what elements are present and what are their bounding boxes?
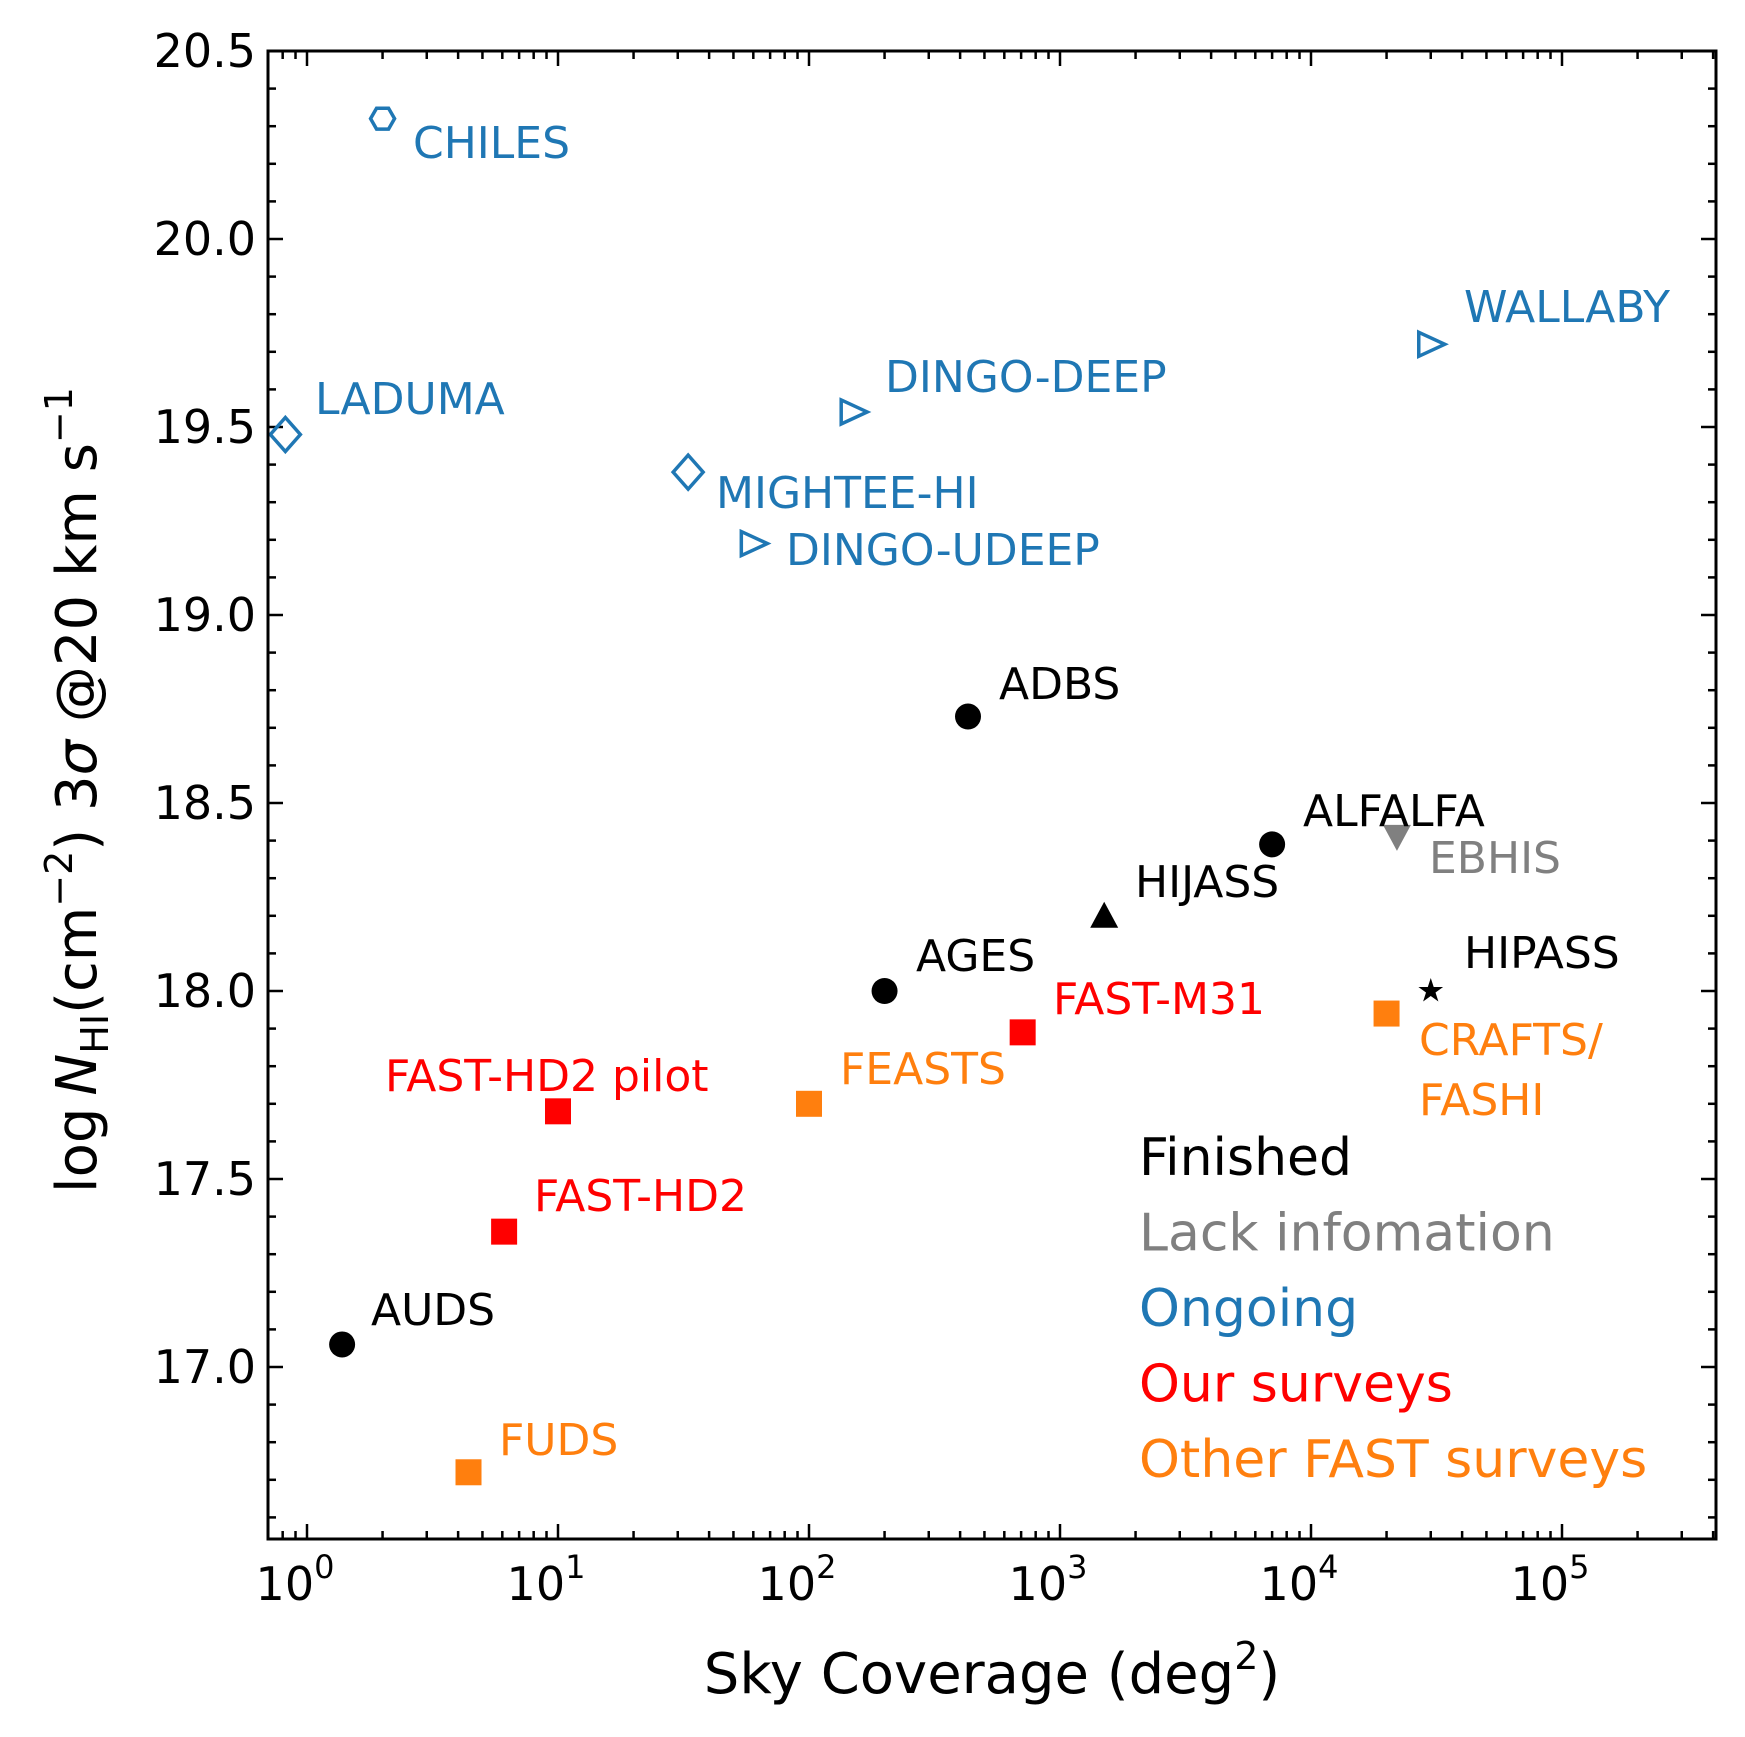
- label-ebhis: EBHIS: [1429, 833, 1561, 884]
- x-tick-base: 10: [256, 1557, 315, 1611]
- x-tick-label: 103: [1009, 1548, 1088, 1611]
- x-tick-base: 10: [1009, 1557, 1068, 1611]
- x-tick-label: 105: [1511, 1548, 1590, 1611]
- x-tick-exp: 5: [1569, 1548, 1589, 1586]
- x-tick-label: 104: [1260, 1548, 1339, 1611]
- y-label-rest: @20 km s: [45, 443, 110, 740]
- label-feasts: FEASTS: [840, 1044, 1006, 1095]
- legend: Finished Lack infomation Ongoing Our survey…: [1139, 1128, 1647, 1490]
- y-label-sub: HI: [73, 1014, 117, 1054]
- marker-feasts: [796, 1090, 822, 1117]
- x-tick-label: 100: [256, 1548, 335, 1611]
- marker-fast-hd2-pilot: [545, 1098, 571, 1125]
- x-tick-base: 10: [758, 1557, 817, 1611]
- y-label-rest-sup: −1: [37, 387, 81, 443]
- marker-fast-hd2: [491, 1218, 518, 1245]
- label-laduma: LADUMA: [315, 374, 505, 425]
- marker-auds: [329, 1331, 356, 1358]
- x-tick-base: 10: [1511, 1557, 1570, 1611]
- y-tick-label: 18.5: [154, 776, 256, 830]
- label-dingo-deep: DINGO-DEEP: [885, 352, 1167, 403]
- label-fast-m31: FAST-M31: [1053, 974, 1265, 1025]
- y-tick-label: 19.0: [154, 588, 256, 642]
- marker-dingo-udeep: [739, 528, 772, 559]
- label-alfalfa: ALFALFA: [1303, 786, 1485, 837]
- y-tick-label: 18.0: [154, 964, 256, 1018]
- marker-fast-m31: [1009, 1019, 1036, 1046]
- y-tick-label: 20.5: [154, 24, 256, 78]
- marker-wallaby: [1417, 329, 1449, 360]
- x-tick-exp: 2: [816, 1548, 836, 1586]
- y-label-unit-end: ) 3: [45, 775, 110, 850]
- y-label-log: log: [45, 1108, 110, 1193]
- y-axis-label: log NHI(cm−2) 3σ @20 km s−1: [37, 387, 117, 1193]
- legend-entry-ours: Our surveys: [1139, 1355, 1453, 1415]
- marker-chiles: [368, 106, 397, 131]
- x-axis-label-main: Sky Coverage (deg: [704, 1642, 1234, 1707]
- label-fast-hd2: FAST-HD2: [534, 1171, 747, 1222]
- y-label-n: N: [45, 1054, 110, 1096]
- label-chiles: CHILES: [413, 118, 570, 169]
- label-fuds: FUDS: [499, 1415, 618, 1466]
- y-tick-label: 17.5: [154, 1152, 256, 1206]
- label-crafts-line2: FASHI: [1419, 1075, 1544, 1126]
- marker-ages: [871, 978, 898, 1004]
- x-axis-label-end: ): [1258, 1642, 1280, 1707]
- x-tick-label: 102: [758, 1548, 837, 1611]
- marker-dingo-deep: [839, 397, 872, 427]
- legend-entry-finished: Finished: [1139, 1128, 1352, 1188]
- x-tick-label: 101: [507, 1548, 586, 1611]
- point-labels: CHILES LADUMA DINGO-DEEP MIGHTEE-HI DINGO-UD…: [315, 118, 1670, 1466]
- label-auds: AUDS: [371, 1285, 495, 1336]
- label-mightee-hi: MIGHTEE-HI: [716, 468, 979, 519]
- marker-ebhis: [1382, 824, 1411, 851]
- marker-hijass: [1090, 901, 1119, 928]
- y-tick-label: 20.0: [154, 212, 256, 266]
- x-tick-exp: 0: [314, 1548, 334, 1586]
- legend-entry-ongoing: Ongoing: [1139, 1279, 1358, 1339]
- label-crafts: CRAFTS/: [1419, 1015, 1603, 1066]
- label-ages: AGES: [916, 931, 1035, 982]
- x-axis-label-sup: 2: [1234, 1634, 1258, 1678]
- label-dingo-udeep: DINGO-UDEEP: [786, 525, 1100, 576]
- marker-alfalfa: [1259, 831, 1286, 858]
- x-tick-exp: 4: [1318, 1548, 1338, 1586]
- legend-entry-other-fast: Other FAST surveys: [1139, 1430, 1647, 1490]
- marker-fuds: [455, 1459, 482, 1486]
- y-label-unit-sup: −2: [37, 851, 81, 907]
- marker-mightee-hi: [670, 452, 706, 492]
- y-tick-label: 17.0: [154, 1340, 256, 1394]
- x-tick-base: 10: [507, 1557, 566, 1611]
- label-hipass: HIPASS: [1464, 928, 1620, 979]
- x-tick-exp: 1: [565, 1548, 585, 1586]
- data-points: [268, 106, 1449, 1486]
- plot-frame: [266, 49, 1718, 1541]
- y-label-unit: (cm: [45, 907, 110, 1014]
- label-fast-hd2-pilot: FAST-HD2 pilot: [385, 1051, 709, 1102]
- marker-laduma: [268, 414, 303, 455]
- marker-crafts: [1373, 1000, 1400, 1027]
- x-axis-label: Sky Coverage (deg2): [704, 1634, 1280, 1707]
- x-tick-base: 10: [1260, 1557, 1319, 1611]
- marker-adbs: [955, 703, 982, 730]
- y-tick-label: 19.5: [154, 400, 256, 454]
- x-tick-exp: 3: [1067, 1548, 1087, 1586]
- marker-hipass: [1418, 978, 1444, 1002]
- legend-entry-lack: Lack infomation: [1139, 1204, 1555, 1264]
- label-hijass: HIJASS: [1135, 857, 1279, 908]
- label-adbs: ADBS: [999, 659, 1120, 710]
- y-label-sigma: σ: [45, 738, 110, 775]
- label-wallaby: WALLABY: [1464, 282, 1670, 333]
